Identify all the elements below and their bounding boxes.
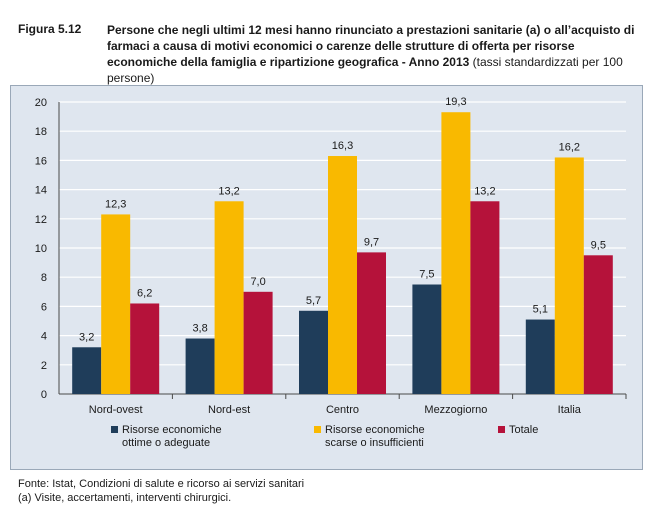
data-label: 5,7 <box>306 295 321 307</box>
bar <box>185 338 215 394</box>
data-label: 16,3 <box>332 140 353 152</box>
data-label: 12,3 <box>105 198 126 210</box>
legend-swatch <box>111 426 118 433</box>
data-label: 6,2 <box>137 287 152 299</box>
chart-panel: 0 2 4 6 8 10 12 14 16 18 20 3,2 12,3 6,2 Nord-ovest 3,8… <box>10 85 643 470</box>
bar <box>470 201 500 394</box>
y-tick-label: 20 <box>35 97 47 109</box>
y-tick-label: 14 <box>35 185 47 197</box>
bar <box>554 157 584 394</box>
data-label: 13,2 <box>218 185 239 197</box>
figure-label: Figura 5.12 <box>18 22 82 36</box>
figure-title: Persone che negli ultimi 12 mesi hanno r… <box>107 22 637 86</box>
bar <box>72 347 102 394</box>
x-category-label: Nord-ovest <box>89 404 143 416</box>
footnote: (a) Visite, accertamenti, interventi chi… <box>18 492 232 504</box>
data-label: 7,0 <box>250 276 265 288</box>
bar <box>130 303 160 394</box>
x-category-label: Centro <box>326 404 359 416</box>
data-label: 13,2 <box>474 185 495 197</box>
x-category-label: Italia <box>558 404 582 416</box>
figure-footer: Fonte: Istat, Condizioni di salute e ric… <box>18 477 304 505</box>
source-note: Fonte: Istat, Condizioni di salute e ric… <box>18 478 305 490</box>
data-label: 5,1 <box>533 304 548 316</box>
legend-label: ottime o adeguate <box>122 437 210 449</box>
bar-chart: 0 2 4 6 8 10 12 14 16 18 20 3,2 12,3 6,2 Nord-ovest 3,8… <box>35 96 627 449</box>
figure-title-text: Persone che negli ultimi 12 mesi hanno r… <box>107 23 635 69</box>
bar <box>525 319 555 394</box>
legend-label: Totale <box>509 424 538 436</box>
legend-label: scarse o insufficienti <box>325 437 424 449</box>
y-tick-label: 6 <box>41 301 47 313</box>
figure-unit-note: (tassi standardizzati per 100 persone) <box>107 55 623 85</box>
bar <box>583 255 613 394</box>
y-tick-label: 0 <box>41 389 47 401</box>
bar <box>441 112 471 394</box>
bar <box>328 156 357 394</box>
bar <box>214 201 244 394</box>
figure-header: Figura 5.12 Persone che negli ultimi 12 … <box>0 0 654 85</box>
bar <box>243 291 273 394</box>
bar <box>101 214 131 394</box>
data-label: 3,8 <box>192 323 207 335</box>
data-label: 3,2 <box>79 331 94 343</box>
bar <box>412 284 442 394</box>
bar <box>299 310 328 394</box>
y-tick-label: 18 <box>35 126 47 138</box>
legend-label: Risorse economiche <box>325 424 425 436</box>
y-tick-label: 2 <box>41 360 47 372</box>
x-category-label: Nord-est <box>208 404 250 416</box>
data-label: 16,2 <box>559 141 580 153</box>
data-label: 19,3 <box>445 96 466 108</box>
y-tick-label: 10 <box>35 243 47 255</box>
y-tick-label: 16 <box>35 155 47 167</box>
legend-swatch <box>314 426 321 433</box>
data-label: 7,5 <box>419 269 434 281</box>
data-label: 9,5 <box>591 239 606 251</box>
y-tick-label: 4 <box>41 331 47 343</box>
bar <box>357 252 386 394</box>
y-tick-label: 12 <box>35 214 47 226</box>
legend-swatch <box>498 426 505 433</box>
x-category-label: Mezzogiorno <box>424 404 487 416</box>
legend-label: Risorse economiche <box>122 424 222 436</box>
y-tick-label: 8 <box>41 272 47 284</box>
data-label: 9,7 <box>364 236 379 248</box>
